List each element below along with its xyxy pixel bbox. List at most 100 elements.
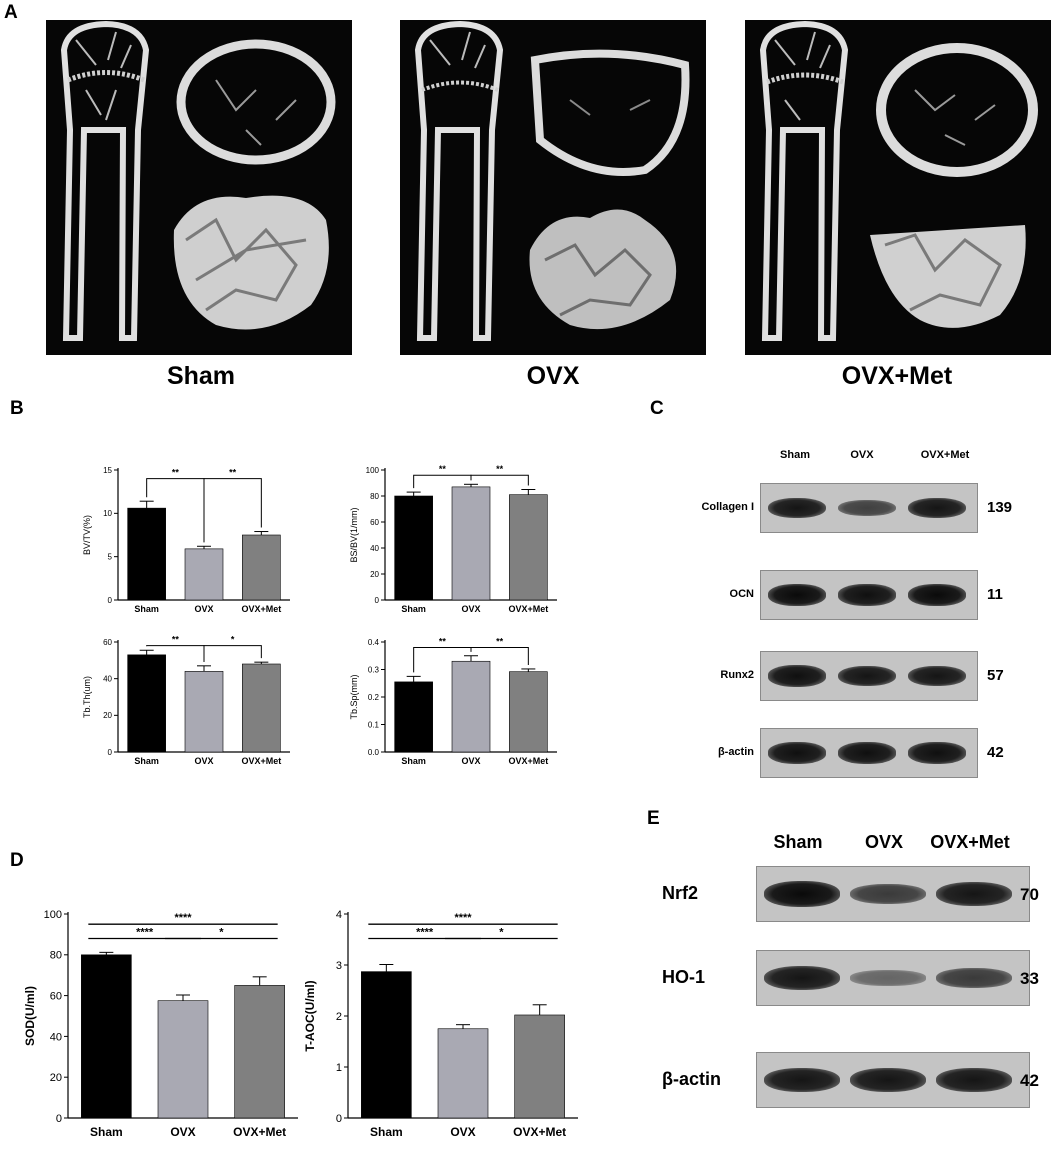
blot-label-3: β-actin — [717, 746, 754, 759]
category-label: OVX — [461, 756, 480, 766]
significance-label: ** — [229, 468, 237, 478]
bar-ovx — [184, 548, 224, 601]
blot-band — [850, 883, 926, 905]
y-tick-label: 20 — [370, 570, 379, 579]
blot-band — [768, 742, 826, 764]
significance-label: * — [219, 926, 224, 938]
molecular-weight-label: 70 — [1020, 885, 1039, 904]
group-label-ovx: OVX — [526, 362, 580, 390]
blot-band — [936, 967, 1012, 989]
group-label-sham: Sham — [166, 362, 236, 390]
chart-taoc: 0 1 2 3 4 T-AOC(U/ml) Sham OVX OVX+Met **** * **** — [300, 862, 590, 1152]
significance-label: **** — [174, 912, 192, 924]
y-tick-label: 0.3 — [368, 665, 380, 674]
significance-bracket — [470, 647, 529, 665]
molecular-weight-label: 11 — [987, 586, 1003, 603]
bar-sham — [127, 507, 166, 601]
significance-label: **** — [136, 926, 154, 938]
bar-ovx-met — [242, 534, 281, 601]
y-axis-label: SOD(U/ml) — [23, 986, 37, 1046]
significance-label: ** — [172, 635, 180, 645]
chart-tbsp-svg: 0.0 0.1 0.2 0.3 0.4 Tb.Sp(mm) Sham OVX OVX+Met **… — [349, 637, 557, 766]
blot-band — [838, 665, 896, 687]
significance-label: * — [231, 635, 235, 645]
y-axis-label: Tb.Sp(mm) — [349, 674, 359, 719]
y-axis-label: BV/TV(%) — [82, 515, 92, 555]
bar-ovx — [184, 671, 224, 753]
molecular-weight-label: 57 — [987, 667, 1004, 684]
y-axis-label: BS/BV(1/mm) — [349, 507, 359, 562]
y-tick-label: 15 — [103, 466, 112, 475]
bar-sham — [394, 681, 433, 753]
y-tick-label: 0 — [108, 596, 113, 605]
lane-label-ovx-met-e: OVX+Met — [930, 832, 1010, 852]
lane-label-ovx-met: OVX+Met — [920, 449, 970, 461]
y-tick-label: 100 — [44, 909, 62, 921]
blot-label-2: Runx2 — [720, 669, 754, 682]
category-label: OVX+Met — [241, 756, 281, 766]
y-tick-label: 0 — [375, 596, 380, 605]
blot-band — [764, 1067, 840, 1093]
chart-tbth: 0 20 40 60 Tb.Th(um) Sham OVX OVX+Met ** * — [78, 620, 298, 776]
molecular-weight-label: 33 — [1020, 969, 1039, 988]
group-label-ovx-met: OVX+Met — [841, 362, 953, 390]
blot-band — [850, 970, 926, 986]
bar-ovx-met — [234, 985, 285, 1119]
significance-label: ** — [496, 464, 504, 474]
y-tick-label: 20 — [50, 1072, 62, 1084]
category-label: Sham — [134, 604, 159, 614]
blot-band — [908, 742, 966, 764]
category-label: OVX — [170, 1125, 195, 1139]
y-tick-label: 40 — [370, 544, 379, 553]
y-axis-label: T-AOC(U/ml) — [303, 980, 317, 1051]
blot-band — [838, 584, 896, 606]
y-axis-label: Tb.Th(um) — [82, 676, 92, 718]
panel-letter-d: D — [10, 850, 24, 871]
significance-label: ** — [496, 637, 504, 647]
bar-sham — [81, 954, 132, 1119]
molecular-weight-label: 42 — [1020, 1071, 1039, 1090]
category-label: OVX+Met — [508, 756, 548, 766]
y-tick-label: 3 — [336, 960, 342, 972]
y-tick-label: 0 — [56, 1113, 62, 1125]
bar-ovx — [451, 660, 491, 753]
bar-sham — [127, 654, 166, 753]
y-tick-label: 40 — [50, 1031, 62, 1043]
blot-band — [936, 881, 1012, 907]
significance-bracket — [470, 474, 529, 486]
y-tick-label: 60 — [103, 638, 112, 647]
category-label: Sham — [370, 1125, 403, 1139]
blot-band — [936, 1067, 1012, 1093]
chart-bvtv-svg: 0 5 10 15 BV/TV(%) Sham OVX OVX+Met ** ** — [82, 466, 290, 614]
lane-label-sham-e: Sham — [773, 832, 823, 852]
y-tick-label: 0 — [336, 1113, 342, 1125]
significance-label: ** — [439, 464, 447, 474]
bar-ovx-met — [514, 1014, 565, 1119]
y-tick-label: 100 — [366, 466, 380, 475]
bar-ovx-met — [509, 671, 548, 753]
y-tick-label: 10 — [103, 509, 112, 518]
blot-label-0: Nrf2 — [662, 883, 699, 904]
category-label: OVX — [461, 604, 480, 614]
category-label: OVX+Met — [241, 604, 281, 614]
blot-band — [850, 1067, 926, 1093]
category-label: Sham — [134, 756, 159, 766]
chart-sod: 0 20 40 60 80 100 SOD(U/ml) Sham OVX OVX+Met **** *… — [20, 862, 310, 1152]
bar-sham — [394, 495, 433, 601]
bar-sham — [361, 971, 412, 1119]
y-tick-label: 40 — [103, 674, 112, 683]
chart-tbsp: 0.0 0.1 0.2 0.3 0.4 Tb.Sp(mm) Sham OVX OVX+Met **… — [345, 620, 565, 776]
blot-band — [838, 499, 896, 517]
chart-bvtv: 0 5 10 15 BV/TV(%) Sham OVX OVX+Met ** ** — [78, 448, 298, 624]
blot-band — [768, 497, 826, 519]
y-tick-label: 1 — [336, 1062, 342, 1074]
category-label: Sham — [401, 756, 426, 766]
category-label: OVX — [450, 1125, 475, 1139]
category-label: OVX — [194, 756, 213, 766]
y-tick-label: 20 — [103, 711, 112, 720]
blot-band — [764, 881, 840, 907]
y-tick-label: 0.0 — [368, 748, 380, 757]
bar-ovx — [437, 1028, 489, 1119]
